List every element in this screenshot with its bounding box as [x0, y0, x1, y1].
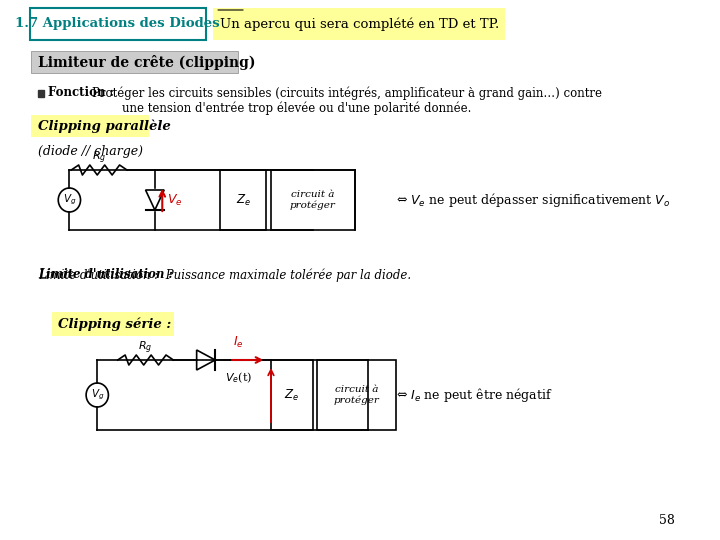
Text: $R_g$: $R_g$: [92, 150, 107, 166]
Text: Protéger les circuits sensibles (circuits intégrés, amplificateur à grand gain…): Protéger les circuits sensibles (circuit…: [91, 86, 602, 100]
Text: $V_e$: $V_e$: [167, 192, 182, 207]
Polygon shape: [197, 350, 215, 370]
FancyBboxPatch shape: [213, 8, 505, 40]
Bar: [271, 170, 354, 230]
Text: $V_g$: $V_g$: [63, 193, 76, 207]
FancyBboxPatch shape: [52, 312, 174, 336]
Text: $V_e$(t): $V_e$(t): [225, 370, 252, 384]
Bar: [38, 90, 45, 97]
Text: Limiteur de crête (clipping): Limiteur de crête (clipping): [38, 55, 256, 70]
Polygon shape: [145, 190, 164, 210]
Bar: [220, 170, 266, 230]
FancyBboxPatch shape: [31, 51, 238, 73]
Text: $V_g$: $V_g$: [91, 388, 104, 402]
Text: (diode // charge): (diode // charge): [38, 145, 143, 159]
FancyBboxPatch shape: [30, 8, 206, 40]
Text: ⇔ $I_e$ ne peut être négatif: ⇔ $I_e$ ne peut être négatif: [396, 386, 553, 404]
FancyBboxPatch shape: [31, 115, 149, 137]
Text: circuit à
protéger: circuit à protéger: [290, 190, 336, 210]
Bar: [271, 360, 312, 430]
Text: ⇔ $V_e$ ne peut dépasser significativement $V_o$: ⇔ $V_e$ ne peut dépasser significativeme…: [396, 191, 671, 209]
Text: 1.7 Applications des Diodes: 1.7 Applications des Diodes: [15, 17, 220, 30]
Text: Limite d'utilisation :: Limite d'utilisation :: [38, 268, 177, 281]
Text: Fonction :: Fonction :: [48, 86, 114, 99]
Text: $Z_e$: $Z_e$: [235, 192, 251, 207]
Text: une tension d'entrée trop élevée ou d'une polarité donnée.: une tension d'entrée trop élevée ou d'un…: [122, 102, 472, 115]
Text: $R_g$: $R_g$: [138, 340, 153, 356]
Text: Clipping série :: Clipping série :: [58, 317, 171, 330]
Text: Clipping parallèle: Clipping parallèle: [38, 119, 171, 133]
Text: $I_e$: $I_e$: [233, 334, 244, 349]
Text: $Z_e$: $Z_e$: [284, 388, 300, 402]
Text: Un apercu qui sera complété en TD et TP.: Un apercu qui sera complété en TD et TP.: [220, 17, 499, 31]
Bar: [318, 360, 396, 430]
Text: Limite d'utilisation :  Puissance maximale tolérée par la diode.: Limite d'utilisation : Puissance maximal…: [38, 268, 411, 282]
Text: 58: 58: [659, 514, 675, 526]
Text: circuit à
protéger: circuit à protéger: [333, 385, 379, 405]
